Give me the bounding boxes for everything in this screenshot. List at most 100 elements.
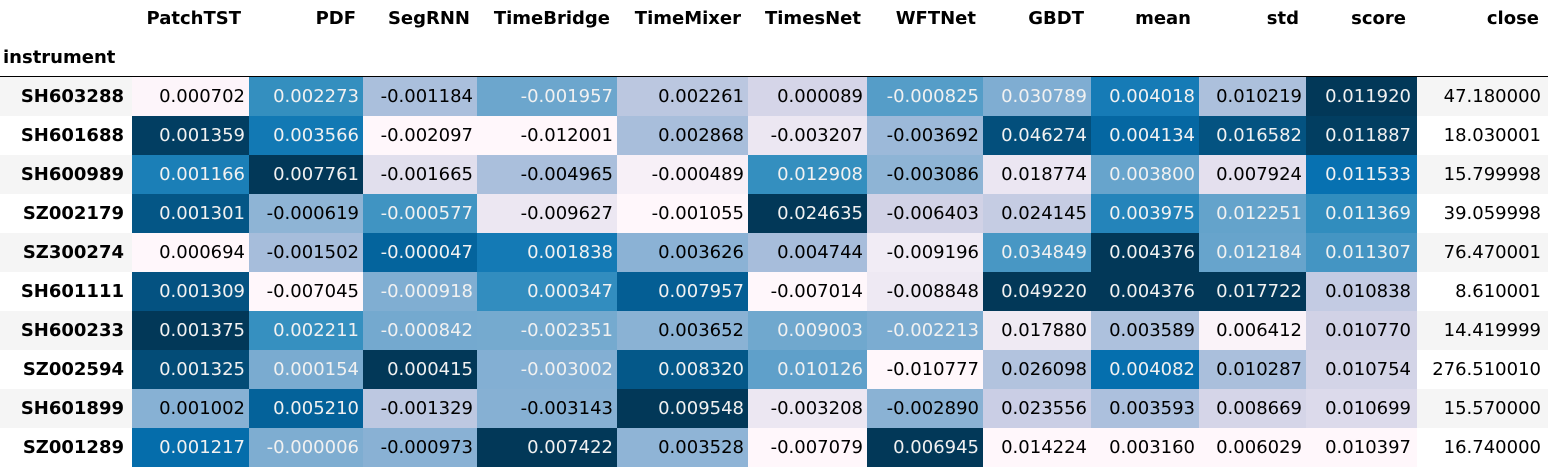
- table-cell-std: 0.017722: [1199, 272, 1308, 311]
- table-cell-wftnet: -0.010777: [867, 350, 985, 389]
- table-cell-timemixer: 0.007957: [617, 272, 750, 311]
- row-label: SZ002594: [22, 359, 124, 380]
- row-label: SH600233: [20, 320, 124, 341]
- table-cell-timemixer: 0.008320: [617, 350, 750, 389]
- table-cell-pdf: -0.001502: [249, 233, 365, 272]
- table-cell-wftnet: -0.008848: [867, 272, 985, 311]
- table-cell-timebridge: 0.001838: [477, 233, 619, 272]
- table-cell-wftnet: -0.006403: [867, 194, 985, 233]
- table-cell-timebridge: -0.003002: [477, 350, 619, 389]
- column-header-timebridge: TimeBridge: [493, 8, 610, 29]
- table-cell-patchtst: 0.001002: [132, 389, 251, 428]
- table-cell-timemixer: 0.003652: [617, 311, 750, 350]
- table-cell-mean: 0.004082: [1091, 350, 1201, 389]
- table-cell-timesnet: 0.000089: [748, 77, 869, 116]
- table-cell-timemixer: 0.003528: [617, 428, 750, 467]
- table-cell-gbdt: 0.017880: [983, 311, 1093, 350]
- table-cell-pdf: 0.007761: [249, 155, 365, 194]
- table-cell-mean: 0.003800: [1091, 155, 1201, 194]
- row-label: SH603288: [20, 86, 124, 107]
- column-header-score: score: [1351, 8, 1406, 29]
- table-cell-segrnn: -0.000842: [363, 311, 479, 350]
- column-header-wftnet: WFTNet: [895, 8, 976, 29]
- row-label: SH601111: [20, 281, 124, 302]
- table-cell-timebridge: -0.002351: [477, 311, 619, 350]
- column-header-gbdt: GBDT: [1028, 8, 1084, 29]
- table-cell-std: 0.008669: [1199, 389, 1308, 428]
- table-cell-timebridge: -0.001957: [477, 77, 619, 116]
- row-label: SZ300274: [22, 242, 124, 263]
- table-cell-score: 0.011920: [1306, 77, 1417, 116]
- table-cell-timemixer: 0.002868: [617, 116, 750, 155]
- table-cell-score: 0.011887: [1306, 116, 1417, 155]
- table-cell-timebridge: -0.009627: [477, 194, 619, 233]
- column-header-pdf: PDF: [315, 8, 356, 29]
- column-header-patchtst: PatchTST: [146, 8, 241, 29]
- table-cell-timebridge: 0.000347: [477, 272, 619, 311]
- table-cell-wftnet: -0.003086: [867, 155, 985, 194]
- table-cell-patchtst: 0.001325: [132, 350, 251, 389]
- table-cell-segrnn: -0.000577: [363, 194, 479, 233]
- index-name-header: instrument: [3, 47, 116, 68]
- column-header-segrnn: SegRNN: [387, 8, 470, 29]
- table-cell-timesnet: 0.024635: [748, 194, 869, 233]
- table-cell-patchtst: 0.001309: [132, 272, 251, 311]
- table-cell-pdf: 0.002273: [249, 77, 365, 116]
- table-cell-timemixer: -0.000489: [617, 155, 750, 194]
- table-cell-std: 0.006412: [1199, 311, 1308, 350]
- table-cell-segrnn: -0.000918: [363, 272, 479, 311]
- table-cell-pdf: -0.007045: [249, 272, 365, 311]
- table-cell-pdf: -0.000619: [249, 194, 365, 233]
- table-cell-segrnn: -0.002097: [363, 116, 479, 155]
- table-cell-gbdt: 0.018774: [983, 155, 1093, 194]
- table-cell-timesnet: -0.003208: [748, 389, 869, 428]
- table-cell-std: 0.012251: [1199, 194, 1308, 233]
- table-cell-timebridge: 0.007422: [477, 428, 619, 467]
- column-header-std: std: [1266, 8, 1299, 29]
- column-header-timesnet: TimesNet: [764, 8, 861, 29]
- table-cell-close: 8.610001: [1455, 281, 1541, 302]
- table-cell-patchtst: 0.001359: [132, 116, 251, 155]
- table-cell-gbdt: 0.046274: [983, 116, 1093, 155]
- table-cell-wftnet: -0.003692: [867, 116, 985, 155]
- table-cell-timebridge: -0.012001: [477, 116, 619, 155]
- table-cell-pdf: -0.000006: [249, 428, 365, 467]
- table-cell-gbdt: 0.024145: [983, 194, 1093, 233]
- table-cell-close: 18.030001: [1443, 125, 1541, 146]
- table-cell-timemixer: -0.001055: [617, 194, 750, 233]
- table-cell-timebridge: -0.004965: [477, 155, 619, 194]
- table-cell-wftnet: -0.002890: [867, 389, 985, 428]
- table-cell-score: 0.010838: [1306, 272, 1417, 311]
- column-header-close: close: [1486, 8, 1539, 29]
- table-cell-score: 0.011307: [1306, 233, 1417, 272]
- table-cell-gbdt: 0.014224: [983, 428, 1093, 467]
- table-cell-mean: 0.004018: [1091, 77, 1201, 116]
- table-cell-score: 0.011369: [1306, 194, 1417, 233]
- table-cell-timesnet: -0.007079: [748, 428, 869, 467]
- table-cell-patchtst: 0.000702: [132, 77, 251, 116]
- table-cell-wftnet: -0.002213: [867, 311, 985, 350]
- table-cell-mean: 0.003593: [1091, 389, 1201, 428]
- table-cell-timesnet: 0.004744: [748, 233, 869, 272]
- table-cell-close: 47.180000: [1443, 86, 1541, 107]
- row-label: SH601688: [20, 125, 124, 146]
- table-cell-segrnn: -0.001329: [363, 389, 479, 428]
- table-cell-std: 0.006029: [1199, 428, 1308, 467]
- table-cell-gbdt: 0.034849: [983, 233, 1093, 272]
- table-cell-timesnet: -0.007014: [748, 272, 869, 311]
- row-label: SZ002179: [22, 203, 124, 224]
- table-cell-std: 0.010219: [1199, 77, 1308, 116]
- column-header-mean: mean: [1135, 8, 1191, 29]
- table-cell-patchtst: 0.001217: [132, 428, 251, 467]
- table-cell-timesnet: 0.012908: [748, 155, 869, 194]
- table-cell-timemixer: 0.002261: [617, 77, 750, 116]
- table-cell-mean: 0.003160: [1091, 428, 1201, 467]
- table-cell-std: 0.012184: [1199, 233, 1308, 272]
- table-cell-close: 15.799998: [1443, 164, 1541, 185]
- table-cell-mean: 0.004376: [1091, 272, 1201, 311]
- table-cell-gbdt: 0.023556: [983, 389, 1093, 428]
- table-cell-timemixer: 0.009548: [617, 389, 750, 428]
- table-cell-patchtst: 0.001301: [132, 194, 251, 233]
- row-label: SH601899: [20, 398, 124, 419]
